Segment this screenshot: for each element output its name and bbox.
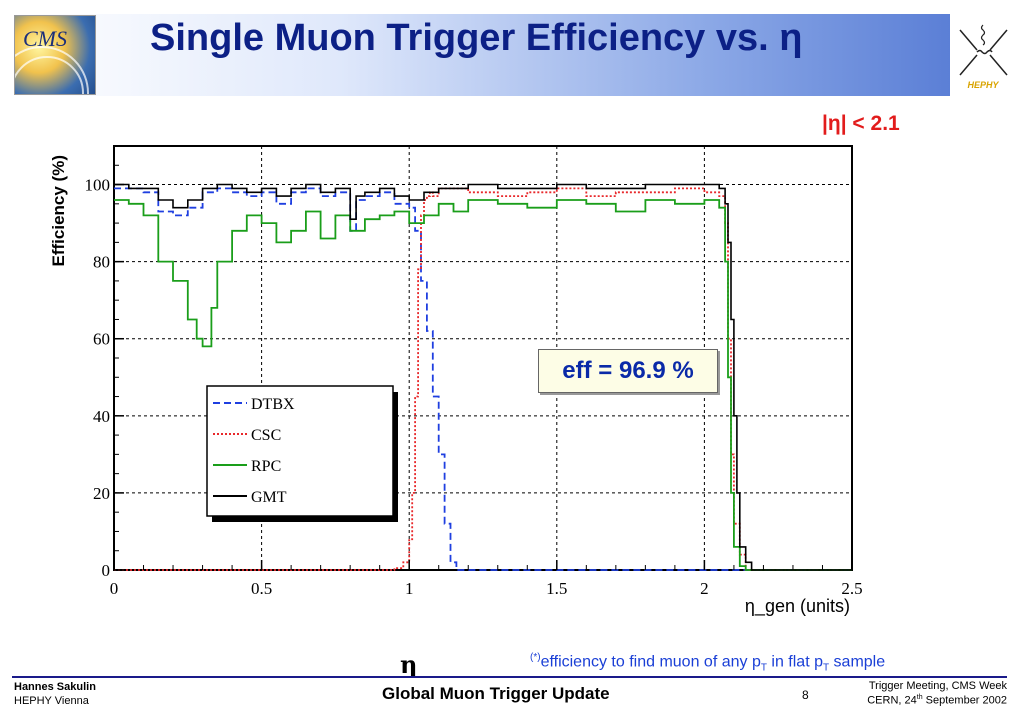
x-tick-label: 2 xyxy=(700,579,709,598)
y-tick-label: 60 xyxy=(93,330,110,349)
footnote-sub-1: T xyxy=(760,662,767,674)
y-tick-label: 20 xyxy=(93,484,110,503)
slide-title: Single Muon Trigger Efficiency vs. η xyxy=(150,17,803,59)
eta-symbol: η xyxy=(400,650,418,679)
y-tick-label: 100 xyxy=(85,176,111,195)
footer-date-sup: th xyxy=(916,694,923,701)
title-bar xyxy=(12,14,950,96)
x-tick-label: 1 xyxy=(405,579,414,598)
footnote-sub-2: T xyxy=(822,662,830,674)
series-line-csc xyxy=(114,187,852,571)
y-tick-label: 80 xyxy=(93,253,110,272)
cms-logo-text: CMS xyxy=(23,26,67,51)
footer-author: Hannes Sakulin xyxy=(14,681,96,693)
footer-date-a: CERN, 24 xyxy=(867,694,917,707)
legend-label-csc: CSC xyxy=(251,427,281,444)
footnote-text-2: in flat p xyxy=(766,653,823,671)
y-tick-label: 0 xyxy=(102,561,111,580)
x-tick-label: 2.5 xyxy=(841,579,862,598)
page-number: 8 xyxy=(802,688,809,702)
x-tick-label: 1.5 xyxy=(546,579,567,598)
cms-logo: CMS xyxy=(14,15,96,95)
efficiency-chart: 0 0.5 1 1.5 2 2.5 0 20 40 60 80 100 η_gen (units) Eff… xyxy=(49,145,863,617)
x-tick-label: 0.5 xyxy=(251,579,272,598)
legend-label-rpc: RPC xyxy=(251,458,281,475)
hephy-logo: HEPHY xyxy=(959,24,1008,90)
legend-label-dtbx: DTBX xyxy=(251,396,295,413)
footnote-star: (*) xyxy=(530,652,541,663)
footer-divider xyxy=(12,676,1007,678)
footer-talk-title: Global Muon Trigger Update xyxy=(382,684,610,703)
footnote-text-1: efficiency to find muon of any p xyxy=(540,653,761,671)
series-line-gmt xyxy=(114,183,852,571)
hephy-logo-text: HEPHY xyxy=(967,80,999,90)
x-axis-label: η_gen (units) xyxy=(745,596,850,617)
eta-cut-label: |η| < 2.1 xyxy=(822,112,900,135)
y-axis-label: Efficiency (%) xyxy=(49,155,68,266)
y-tick-label: 40 xyxy=(93,407,110,426)
footer-date-b: September 2002 xyxy=(922,694,1007,707)
x-tick-label: 0 xyxy=(110,579,119,598)
legend-label-gmt: GMT xyxy=(251,489,287,506)
footnote-text-3: sample xyxy=(829,653,886,671)
footer-meeting: Trigger Meeting, CMS Week xyxy=(868,680,1007,692)
footnote: (*)efficiency to find muon of any pT in … xyxy=(530,652,885,674)
series-line-rpc xyxy=(114,199,852,571)
footer-institute: HEPHY Vienna xyxy=(14,695,89,707)
legend-box xyxy=(206,385,394,517)
footer-date: CERN, 24th September 2002 xyxy=(867,694,1007,707)
efficiency-box: eff = 96.9 % xyxy=(538,349,718,393)
